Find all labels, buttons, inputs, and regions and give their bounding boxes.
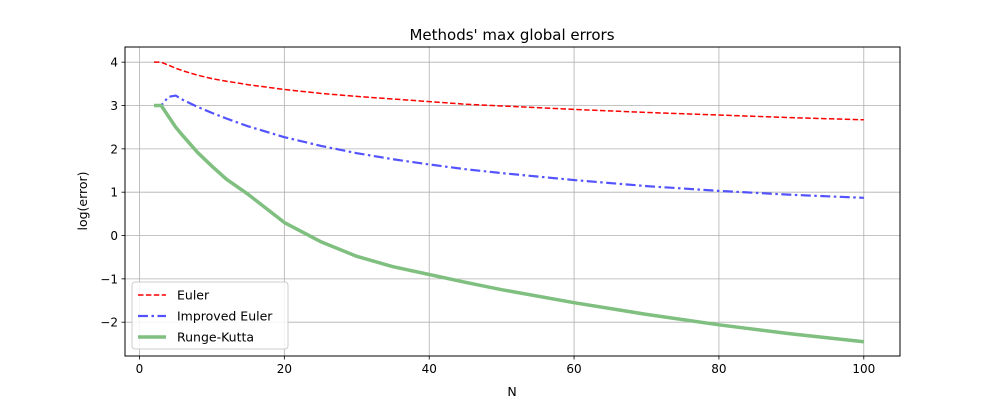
y-tick-label: 4 [110, 56, 118, 70]
x-tick-label: 60 [566, 362, 581, 376]
grid [125, 47, 900, 356]
x-tick-label: 40 [422, 362, 437, 376]
series-line-improved-euler [153, 94, 864, 199]
x-axis-label: N [507, 384, 516, 399]
legend-box [131, 281, 289, 350]
legend-label: Euler [177, 288, 210, 303]
legend: Euler Improved Euler Runge-Kutta [131, 281, 289, 350]
series-line-euler [153, 61, 864, 121]
legend-label: Runge-Kutta [177, 330, 254, 345]
y-axis-label: log(error) [75, 171, 90, 230]
ticks: 0 20 40 60 80 100 −2 −1 0 1 2 3 4 [100, 56, 875, 376]
x-tick-label: 100 [852, 362, 875, 376]
y-tick-label: −1 [100, 272, 118, 286]
y-tick-label: 2 [110, 142, 118, 156]
y-tick-label: 3 [110, 99, 118, 113]
series-layer [153, 61, 864, 344]
series-line-runge-kutta [153, 103, 864, 344]
x-tick-label: 20 [277, 362, 292, 376]
x-tick-label: 0 [136, 362, 144, 376]
chart-title: Methods' max global errors [409, 26, 614, 44]
plot-frame [124, 46, 901, 357]
legend-label: Improved Euler [177, 309, 273, 324]
y-tick-label: −2 [100, 316, 118, 330]
y-tick-label: 1 [110, 186, 118, 200]
x-tick-label: 80 [711, 362, 726, 376]
y-tick-label: 0 [110, 229, 118, 243]
